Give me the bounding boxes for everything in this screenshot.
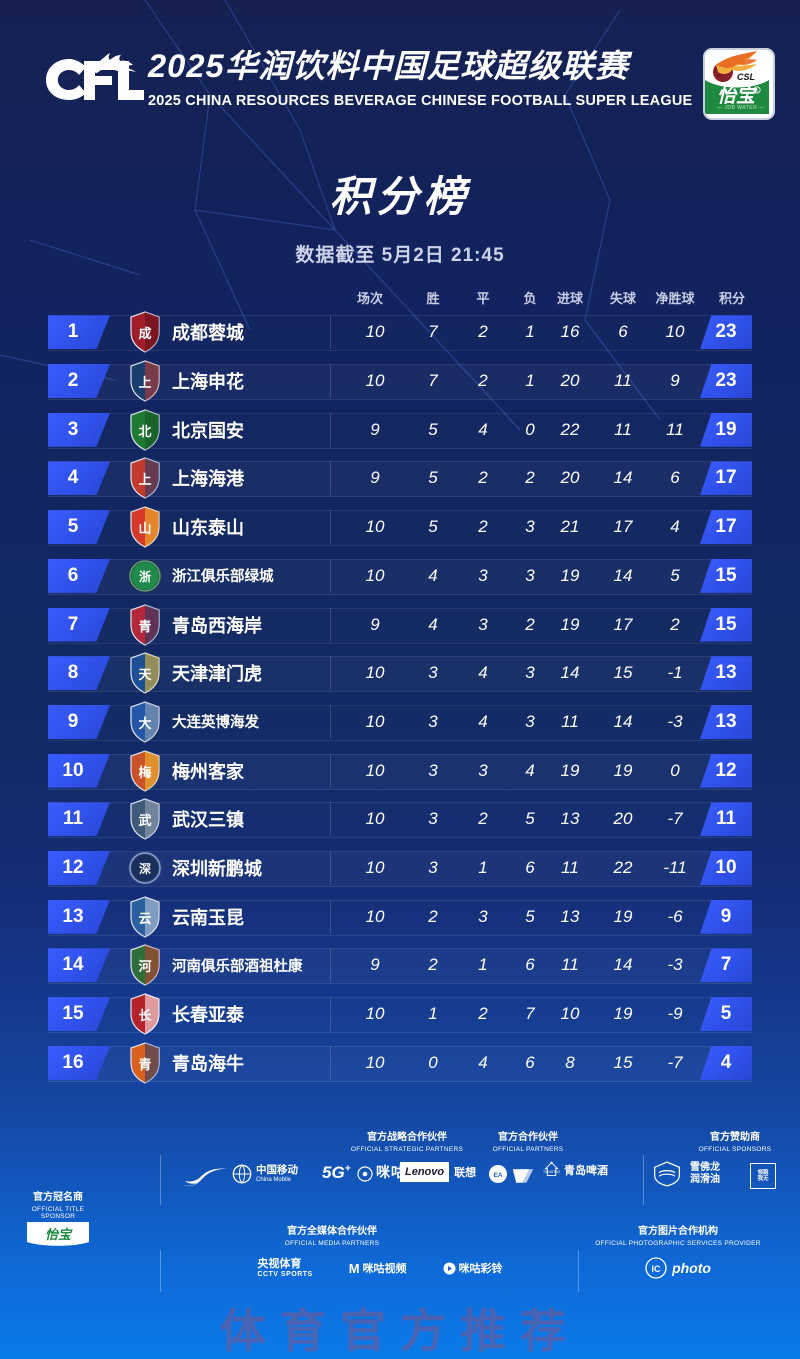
svg-text:TSINGTAO: TSINGTAO [543, 1170, 560, 1174]
svg-text:EA: EA [493, 1172, 502, 1179]
svg-text:怡宝: 怡宝 [45, 1227, 73, 1242]
svg-text:IC: IC [652, 1264, 662, 1274]
